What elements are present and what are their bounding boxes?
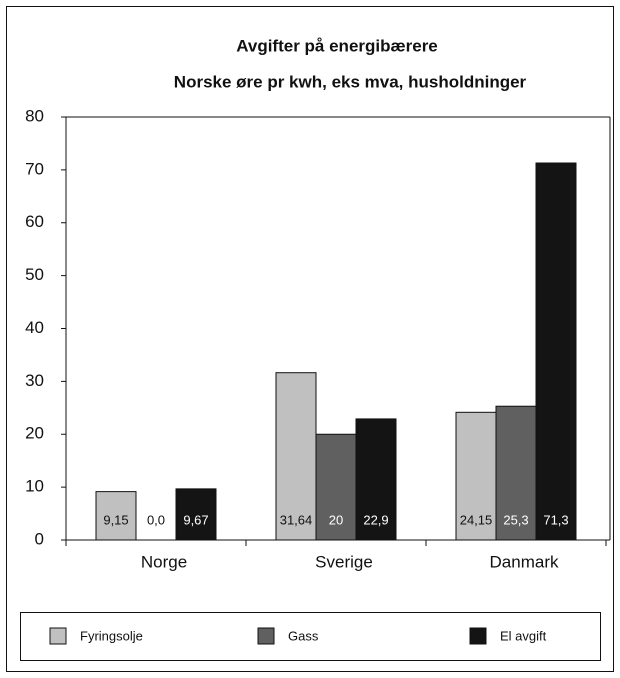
chart-subtitle: Norske øre pr kwh, eks mva, husholdninge… — [174, 72, 527, 91]
legend-label: El avgift — [500, 628, 547, 643]
value-label: 25,3 — [503, 512, 528, 527]
y-tick-label: 10 — [25, 477, 44, 496]
chart-title: Avgifter på energibærere — [236, 36, 438, 55]
chart-frame — [6, 6, 614, 672]
bar — [95, 491, 137, 541]
y-tick-label: 50 — [25, 265, 44, 284]
value-label: 22,9 — [363, 512, 388, 527]
y-tick-label: 70 — [25, 159, 44, 178]
value-label: 9,15 — [103, 512, 128, 527]
y-tick-label: 20 — [25, 424, 44, 443]
x-tick-label: Sverige — [315, 552, 373, 571]
y-tick-label: 60 — [25, 212, 44, 231]
value-label: 20 — [329, 512, 343, 527]
value-label: 0,0 — [147, 512, 165, 527]
y-tick-label: 80 — [25, 106, 44, 125]
value-label: 31,64 — [280, 512, 313, 527]
legend-swatch — [49, 627, 67, 645]
bar — [455, 411, 497, 541]
x-tick-label: Norge — [141, 552, 187, 571]
y-tick-label: 30 — [25, 371, 44, 390]
legend-box — [20, 612, 601, 661]
legend-swatch — [257, 627, 275, 645]
bar — [495, 405, 537, 541]
bar — [175, 488, 217, 541]
y-tick-label: 0 — [35, 529, 44, 548]
bar — [535, 162, 577, 541]
value-label: 71,3 — [543, 512, 568, 527]
legend-label: Fyringsolje — [80, 628, 143, 643]
y-tick-label: 40 — [25, 318, 44, 337]
value-label: 24,15 — [460, 512, 493, 527]
value-label: 9,67 — [183, 512, 208, 527]
legend-swatch — [469, 627, 487, 645]
bar — [355, 418, 397, 541]
legend-label: Gass — [288, 628, 319, 643]
x-tick-label: Danmark — [490, 552, 559, 571]
